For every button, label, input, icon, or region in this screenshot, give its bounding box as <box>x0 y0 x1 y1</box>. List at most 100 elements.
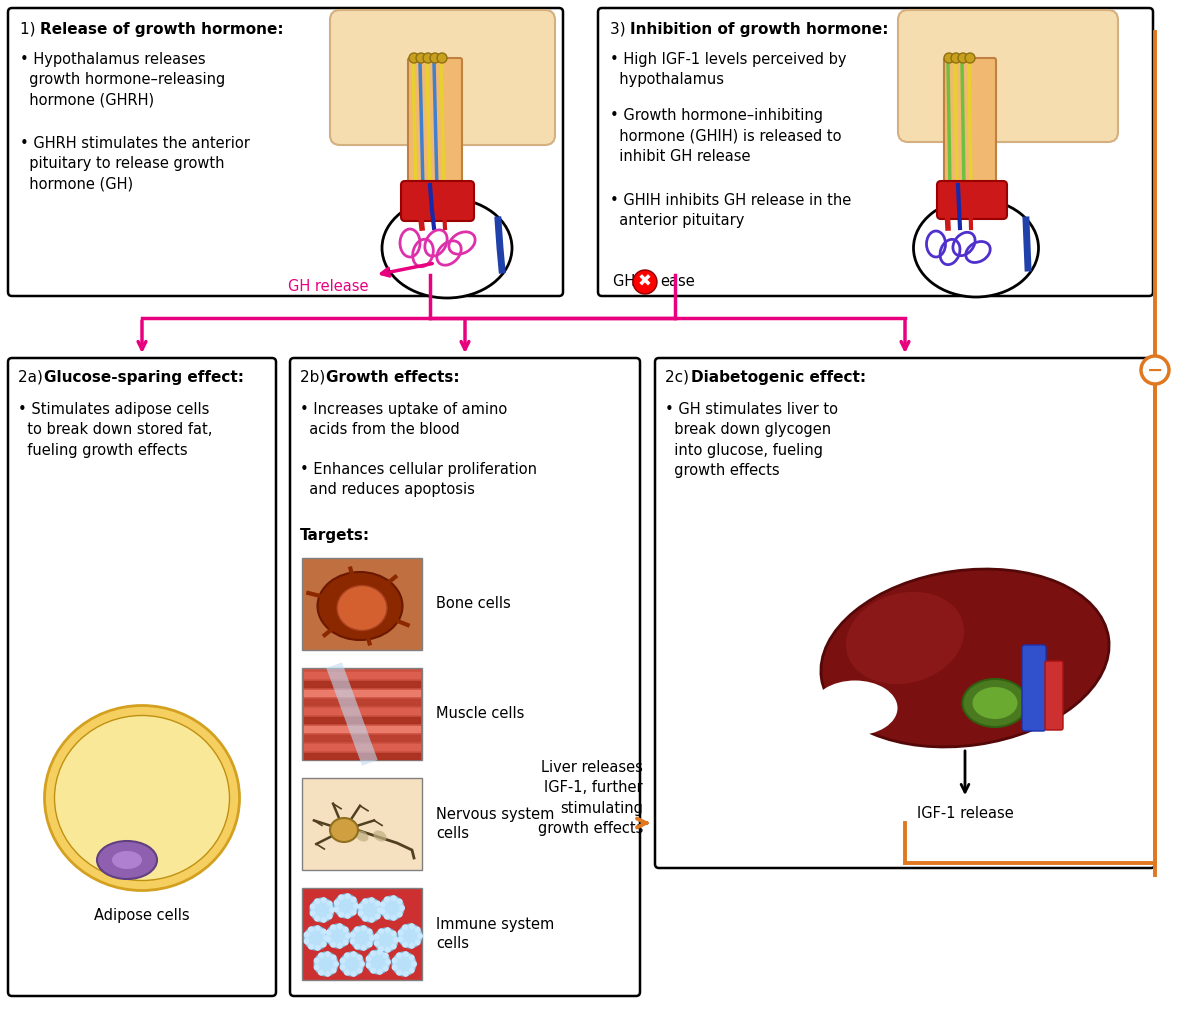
Circle shape <box>345 913 350 919</box>
Circle shape <box>310 898 334 922</box>
Circle shape <box>350 926 374 950</box>
FancyBboxPatch shape <box>898 10 1118 142</box>
FancyBboxPatch shape <box>8 8 563 296</box>
Circle shape <box>321 917 327 923</box>
FancyBboxPatch shape <box>944 58 996 207</box>
Ellipse shape <box>373 830 386 842</box>
Circle shape <box>326 936 331 942</box>
Circle shape <box>367 941 373 947</box>
Circle shape <box>391 943 397 949</box>
Circle shape <box>373 940 380 946</box>
Circle shape <box>368 917 374 923</box>
Circle shape <box>318 970 324 976</box>
Circle shape <box>378 928 384 934</box>
Ellipse shape <box>112 851 143 869</box>
Circle shape <box>378 945 384 951</box>
Circle shape <box>314 952 339 976</box>
Text: ✖: ✖ <box>638 273 652 291</box>
Circle shape <box>415 939 421 945</box>
Text: • GHRH stimulates the anterior
  pituitary to release growth
  hormone (GH): • GHRH stimulates the anterior pituitary… <box>20 136 249 192</box>
Ellipse shape <box>330 818 358 842</box>
Text: −: − <box>1146 360 1163 379</box>
Circle shape <box>361 925 367 931</box>
Circle shape <box>397 899 403 905</box>
Ellipse shape <box>813 680 897 736</box>
FancyBboxPatch shape <box>937 181 1007 219</box>
Circle shape <box>402 941 407 947</box>
Circle shape <box>362 898 368 904</box>
Circle shape <box>398 936 404 942</box>
Circle shape <box>391 915 397 921</box>
Circle shape <box>366 963 372 969</box>
Text: Immune system
cells: Immune system cells <box>436 917 555 951</box>
Circle shape <box>324 951 330 958</box>
Text: • High IGF-1 levels perceived by
  hypothalamus: • High IGF-1 levels perceived by hypotha… <box>609 52 847 88</box>
Circle shape <box>416 53 426 63</box>
Circle shape <box>430 53 440 63</box>
Circle shape <box>339 912 345 917</box>
FancyBboxPatch shape <box>8 358 276 996</box>
FancyBboxPatch shape <box>655 358 1155 868</box>
Circle shape <box>340 965 346 971</box>
Circle shape <box>415 926 421 932</box>
Circle shape <box>373 933 380 939</box>
Circle shape <box>369 950 375 957</box>
Text: Bone cells: Bone cells <box>436 596 511 611</box>
Circle shape <box>342 926 348 932</box>
FancyBboxPatch shape <box>1022 645 1045 731</box>
Text: 3): 3) <box>609 22 631 37</box>
Circle shape <box>350 951 356 958</box>
Circle shape <box>310 904 316 909</box>
Circle shape <box>321 897 327 903</box>
Circle shape <box>374 928 398 952</box>
Circle shape <box>308 926 314 932</box>
Text: Diabetogenic effect:: Diabetogenic effect: <box>691 370 866 385</box>
Circle shape <box>340 952 364 976</box>
Circle shape <box>409 923 415 929</box>
Text: IGF-1 release: IGF-1 release <box>917 806 1013 821</box>
Text: Nervous system
cells: Nervous system cells <box>436 807 555 842</box>
Ellipse shape <box>383 198 512 298</box>
Text: Muscle cells: Muscle cells <box>436 706 524 721</box>
Circle shape <box>340 958 346 964</box>
Text: • Increases uptake of amino
  acids from the blood: • Increases uptake of amino acids from t… <box>301 402 507 437</box>
FancyBboxPatch shape <box>302 778 422 870</box>
FancyBboxPatch shape <box>290 358 640 996</box>
Ellipse shape <box>337 585 387 631</box>
Circle shape <box>326 929 331 935</box>
Circle shape <box>308 943 314 949</box>
Circle shape <box>393 937 399 943</box>
Circle shape <box>314 915 320 921</box>
Circle shape <box>350 909 356 915</box>
Circle shape <box>326 924 350 948</box>
Text: • GHIH inhibits GH release in the
  anterior pituitary: • GHIH inhibits GH release in the anteri… <box>609 193 852 228</box>
Circle shape <box>327 913 333 919</box>
Circle shape <box>392 952 416 976</box>
Circle shape <box>304 931 310 937</box>
Circle shape <box>310 910 316 916</box>
Circle shape <box>409 53 419 63</box>
Circle shape <box>349 931 355 937</box>
Ellipse shape <box>345 20 545 120</box>
Circle shape <box>392 958 398 964</box>
Circle shape <box>304 938 310 944</box>
Circle shape <box>314 898 320 904</box>
Circle shape <box>391 895 397 901</box>
Circle shape <box>334 906 340 912</box>
Ellipse shape <box>821 569 1110 747</box>
Circle shape <box>334 894 358 918</box>
Text: GHRH release: GHRH release <box>339 24 440 39</box>
Text: GH release: GH release <box>287 279 368 294</box>
Circle shape <box>354 943 360 949</box>
Circle shape <box>369 935 375 941</box>
Text: 2a): 2a) <box>18 370 48 385</box>
Circle shape <box>339 894 345 900</box>
Circle shape <box>377 907 383 913</box>
Circle shape <box>345 952 350 959</box>
Text: 2b): 2b) <box>301 370 330 385</box>
Circle shape <box>315 944 321 950</box>
Circle shape <box>392 965 398 971</box>
Circle shape <box>403 951 409 958</box>
Circle shape <box>385 946 391 952</box>
FancyBboxPatch shape <box>598 8 1154 296</box>
